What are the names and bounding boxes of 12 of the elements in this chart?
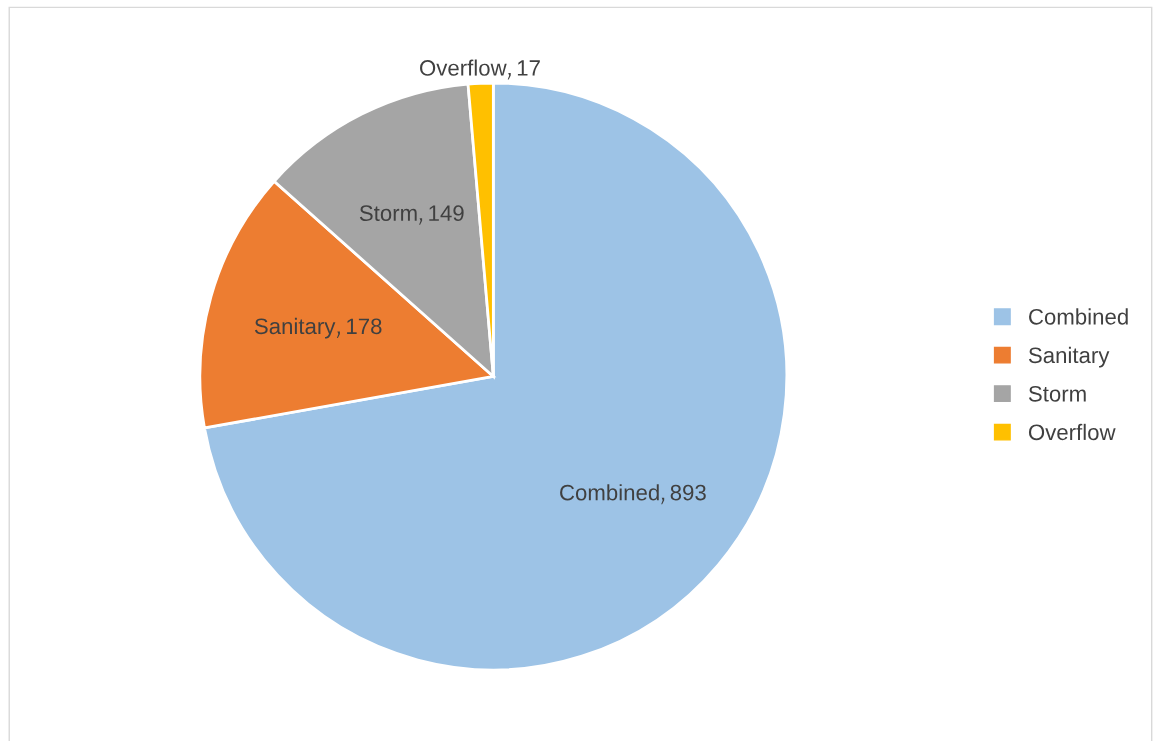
legend-label: Combined	[1029, 308, 1128, 325]
legend-label: Overflow	[1028, 423, 1116, 441]
data-label: 178	[347, 318, 382, 335]
legend-label: Storm	[1028, 385, 1086, 402]
slice-label: Overflow	[420, 59, 507, 76]
data-label: 149	[429, 205, 464, 222]
slice-label: Sanitary	[254, 317, 336, 339]
legend-label: Sanitary	[1028, 346, 1110, 368]
slice-label: Storm	[359, 205, 417, 222]
slice-label: Combined	[560, 484, 659, 501]
data-label: 17	[517, 60, 540, 76]
data-label: 893	[670, 484, 706, 501]
